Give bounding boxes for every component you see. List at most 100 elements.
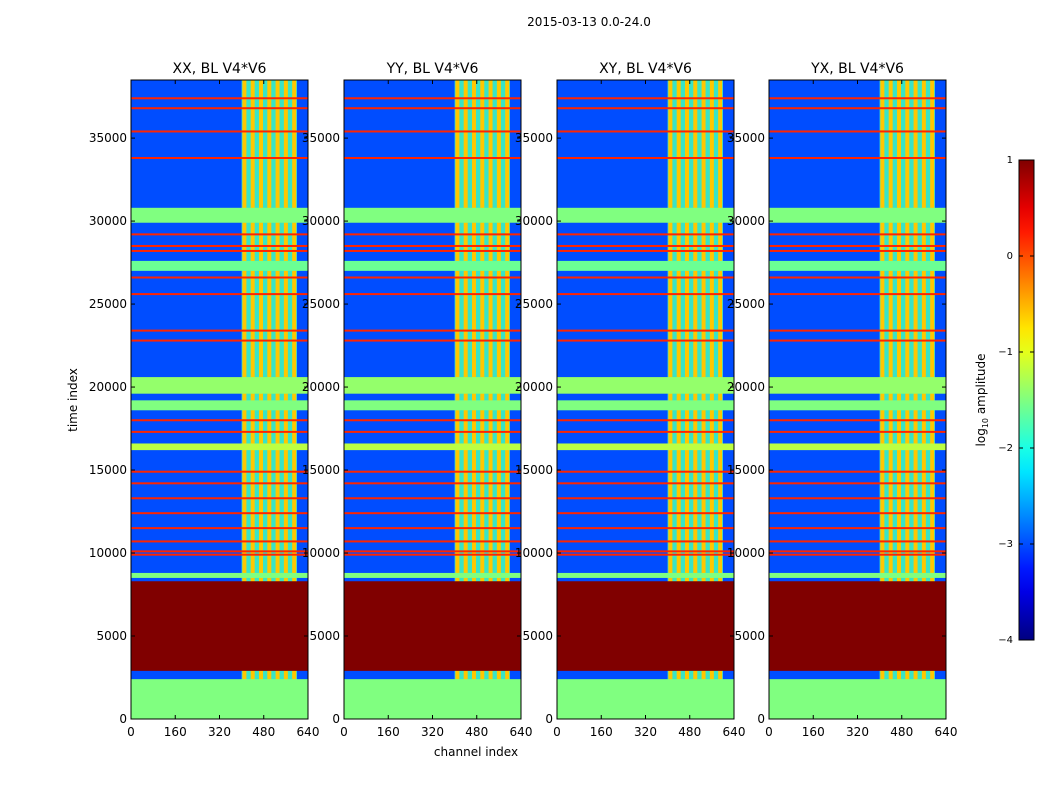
hot-line <box>557 293 734 296</box>
hot-line <box>557 233 734 236</box>
y-tick-label: 10000 <box>302 546 340 560</box>
bright-channel-line <box>676 80 681 719</box>
x-tick-label: 0 <box>765 725 773 739</box>
hot-line <box>557 527 734 530</box>
bright-channel-line <box>888 80 893 719</box>
hot-line <box>769 276 946 279</box>
hot-line <box>344 293 521 296</box>
x-tick-label: 480 <box>890 725 913 739</box>
bright-channel-line <box>480 80 485 719</box>
y-tick-label: 0 <box>332 712 340 726</box>
hot-line <box>131 540 308 543</box>
y-tick-label: 5000 <box>309 629 340 643</box>
y-tick-label: 35000 <box>302 131 340 145</box>
x-tick-label: 0 <box>127 725 135 739</box>
x-tick-label: 160 <box>802 725 825 739</box>
y-tick-label: 15000 <box>515 463 553 477</box>
y-tick-label: 0 <box>757 712 765 726</box>
hot-line <box>131 497 308 500</box>
saturated-block <box>557 581 734 671</box>
figure-suptitle: 2015-03-13 0.0-24.0 <box>527 15 651 29</box>
panels-group: XX, BL V4*V6 0 160 320 480 640 0 5000 10000 15000… <box>89 61 958 739</box>
y-tick-label: 25000 <box>515 297 553 311</box>
hot-line <box>557 97 734 100</box>
y-tick-label: 30000 <box>89 214 127 228</box>
bright-channel-line <box>488 80 493 719</box>
colorbar-gradient <box>1018 159 1035 641</box>
hot-line <box>557 249 734 252</box>
hot-line <box>131 482 308 485</box>
y-tick-label: 35000 <box>89 131 127 145</box>
x-tick-label: 640 <box>935 725 958 739</box>
y-tick-label: 10000 <box>89 546 127 560</box>
hot-line <box>344 527 521 530</box>
hot-line <box>131 329 308 332</box>
hot-line <box>344 512 521 515</box>
colorbar-tick-label: −4 <box>998 635 1013 646</box>
bright-channel-line <box>275 80 280 719</box>
hot-line <box>769 497 946 500</box>
flagged-row <box>131 400 308 411</box>
y-tick-label: 25000 <box>89 297 127 311</box>
x-tick-label: 320 <box>634 725 657 739</box>
hot-line <box>131 553 308 556</box>
hot-line <box>131 339 308 342</box>
flagged-row <box>769 572 946 578</box>
panel-yy: YY, BL V4*V6 0 160 320 480 640 0 5000 10000 15000… <box>302 61 533 739</box>
flagged-row <box>131 377 308 394</box>
bright-channel-line <box>267 80 272 719</box>
hot-line <box>769 329 946 332</box>
flagged-block-bottom <box>344 679 521 719</box>
heatmap-image <box>769 80 946 719</box>
flagged-row <box>344 443 521 451</box>
colorbar-label-base: log <box>974 428 988 446</box>
x-tick-label: 160 <box>164 725 187 739</box>
y-tick-label: 20000 <box>515 380 553 394</box>
panel-title: YY, BL V4*V6 <box>386 61 479 77</box>
y-tick-label: 20000 <box>302 380 340 394</box>
hot-line <box>344 430 521 433</box>
flagged-row <box>557 400 734 411</box>
flagged-row <box>557 207 734 223</box>
hot-line <box>557 157 734 160</box>
hot-line <box>557 130 734 133</box>
bright-channel-line <box>463 80 468 719</box>
colorbar-tick-label: −1 <box>998 347 1013 358</box>
hot-line <box>769 527 946 530</box>
flagged-row <box>769 260 946 271</box>
bright-channel-line <box>701 80 706 719</box>
bright-channel-line <box>250 80 255 719</box>
hot-line <box>131 130 308 133</box>
panel-xx: XX, BL V4*V6 0 160 320 480 640 0 5000 10000 15000… <box>89 61 320 739</box>
x-tick-label: 640 <box>723 725 746 739</box>
saturated-block <box>131 581 308 671</box>
y-tick-label: 0 <box>545 712 553 726</box>
bright-channel-line <box>496 80 501 719</box>
hot-line <box>769 244 946 247</box>
hot-line <box>131 550 308 553</box>
x-tick-label: 480 <box>252 725 275 739</box>
heatmap-image <box>557 80 734 719</box>
hot-line <box>769 157 946 160</box>
saturated-block <box>769 581 946 671</box>
flagged-row <box>557 572 734 578</box>
y-axis-label: time index <box>66 368 80 432</box>
saturated-block <box>344 581 521 671</box>
x-axis-label: channel index <box>434 745 518 759</box>
hot-line <box>344 497 521 500</box>
bright-channel-line <box>709 80 714 719</box>
hot-line <box>131 233 308 236</box>
x-tick-label: 320 <box>208 725 231 739</box>
y-tick-label: 20000 <box>727 380 765 394</box>
hot-line <box>557 497 734 500</box>
hot-line <box>344 482 521 485</box>
flagged-row <box>769 400 946 411</box>
hot-line <box>557 244 734 247</box>
hot-line <box>131 276 308 279</box>
hot-line <box>769 249 946 252</box>
y-tick-label: 30000 <box>727 214 765 228</box>
x-tick-label: 480 <box>678 725 701 739</box>
hot-line <box>131 157 308 160</box>
flagged-block-bottom <box>769 679 946 719</box>
flagged-row <box>344 572 521 578</box>
